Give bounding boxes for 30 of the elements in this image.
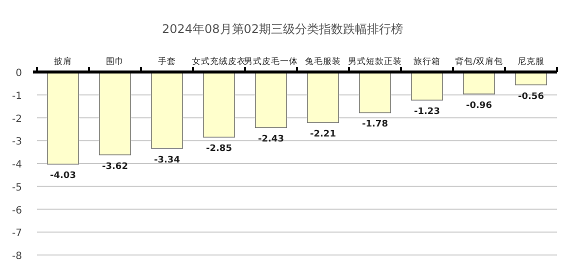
x-tick-label: 尼克服 [518, 56, 544, 67]
data-label: -0.96 [466, 100, 492, 111]
y-tick-label: -4 [12, 160, 22, 170]
data-label: -3.62 [102, 162, 128, 172]
y-tick-label: 0 [16, 68, 22, 79]
data-label: -1.23 [414, 107, 440, 118]
data-label: -1.78 [362, 120, 388, 130]
data-label: -2.43 [258, 134, 284, 145]
y-tick-label: -8 [12, 251, 22, 262]
x-tick-label: 披肩 [54, 56, 72, 67]
y-tick-label: -6 [12, 205, 22, 216]
data-label: -4.03 [50, 171, 76, 182]
x-tick-label: 男式短款正装 [348, 56, 402, 67]
x-tick-label: 兔毛服装 [305, 56, 341, 67]
x-tick-label: 围巾 [106, 56, 124, 67]
chart-title: 2024年08月第02期三级分类指数跌幅排行榜 [162, 22, 404, 36]
data-label: -0.56 [518, 92, 544, 102]
x-tick-label: 女式充绒皮衣 [192, 56, 246, 67]
x-tick-label: 男式皮毛一体 [244, 56, 298, 67]
data-label: -2.21 [310, 130, 336, 140]
y-tick-label: -2 [12, 114, 22, 125]
y-tick-label: -1 [12, 90, 22, 102]
y-tick-label: -5 [12, 182, 22, 194]
data-label: -2.85 [206, 144, 232, 154]
x-tick-label: 手套 [158, 56, 176, 67]
x-tick-label: 背包/双肩包 [455, 56, 503, 67]
y-tick-label: -3 [12, 136, 22, 148]
y-tick-label: -7 [12, 228, 22, 240]
x-tick-label: 旅行箱 [414, 56, 440, 67]
data-label: -3.34 [154, 155, 180, 166]
